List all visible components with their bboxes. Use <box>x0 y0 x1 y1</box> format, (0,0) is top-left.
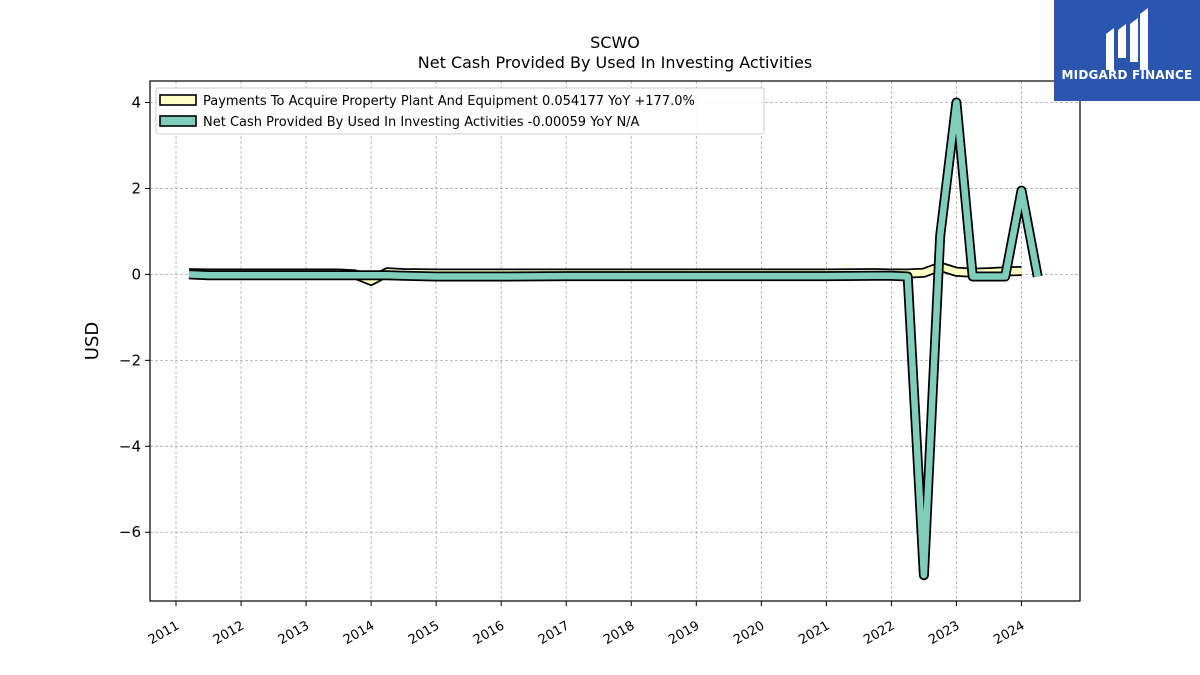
legend-label-2: Net Cash Provided By Used In Investing A… <box>203 115 640 130</box>
x-tick-label: 2011 <box>146 618 182 648</box>
y-tick-label: −4 <box>119 437 141 455</box>
brand-name: MIDGARD FINANCE <box>1061 68 1193 82</box>
x-tick-label: 2015 <box>406 618 442 648</box>
chart-title: SCWO <box>590 33 640 52</box>
plot-area-frame <box>149 80 1081 602</box>
x-tick-label: 2019 <box>666 618 702 648</box>
x-tick-label: 2020 <box>731 618 767 648</box>
x-tick-label: 2021 <box>796 618 832 648</box>
x-tick-label: 2016 <box>471 618 507 648</box>
y-tick-label: −6 <box>119 523 141 541</box>
y-axis: 4 2 0 −2 −4 −6 <box>119 93 150 541</box>
series-layer <box>188 97 1043 581</box>
x-tick-label: 2024 <box>991 618 1027 648</box>
midgard-finance-logo: MIDGARD FINANCE <box>1054 0 1200 101</box>
series-line-2 <box>188 99 1041 579</box>
x-tick-label: 2023 <box>926 618 962 648</box>
legend: Payments To Acquire Property Plant And E… <box>155 87 765 135</box>
y-tick-label: 2 <box>131 179 141 197</box>
y-tick-label: 4 <box>131 93 141 111</box>
x-axis: 2011 2012 2013 2014 2015 2016 2017 2018 2019 2020… <box>146 601 1027 648</box>
legend-label-1: Payments To Acquire Property Plant And E… <box>203 94 695 109</box>
x-tick-label: 2014 <box>341 618 377 648</box>
x-tick-label: 2013 <box>276 618 312 648</box>
y-tick-label: −2 <box>119 351 141 369</box>
chart-subtitle: Net Cash Provided By Used In Investing A… <box>418 53 812 72</box>
x-tick-label: 2018 <box>601 618 637 648</box>
grid-lines <box>150 81 1080 601</box>
x-tick-label: 2017 <box>536 618 572 648</box>
legend-box <box>155 87 765 135</box>
x-tick-label: 2012 <box>211 618 247 648</box>
y-axis-label: USD <box>82 322 103 360</box>
legend-swatch-2 <box>159 115 197 127</box>
midgard-m-logo-icon <box>1106 8 1148 70</box>
y-tick-label: 0 <box>131 265 141 283</box>
legend-swatch-1 <box>159 94 197 106</box>
x-tick-label: 2022 <box>861 618 897 648</box>
